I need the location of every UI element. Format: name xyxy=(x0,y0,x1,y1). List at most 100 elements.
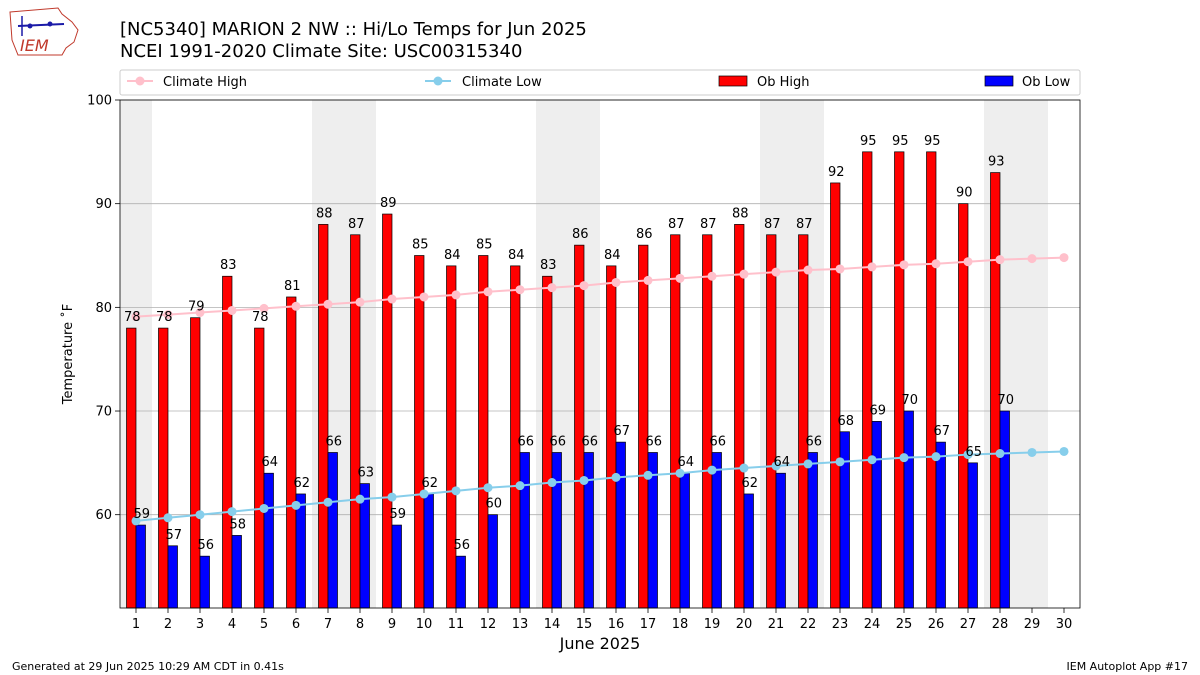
climate-low-point xyxy=(611,472,621,482)
ob-low-label: 70 xyxy=(997,393,1014,408)
ob-low-label: 59 xyxy=(133,507,150,522)
ob-high-label: 78 xyxy=(252,310,269,325)
climate-low-point xyxy=(739,463,749,473)
climate-low-point xyxy=(227,507,237,517)
ob-low-bar xyxy=(295,493,306,609)
climate-high-point xyxy=(931,259,941,269)
ob-low-bar xyxy=(519,452,530,609)
x-tick-label: 1 xyxy=(132,617,140,632)
ob-low-bar xyxy=(935,441,946,609)
ob-low-bar xyxy=(999,410,1010,609)
climate-low-point xyxy=(963,450,973,460)
climate-low-point xyxy=(803,459,813,469)
ob-low-bar xyxy=(551,452,562,609)
plot-frame xyxy=(119,99,1081,609)
x-tick-label: 20 xyxy=(736,617,753,632)
ob-high-bar xyxy=(478,255,489,609)
ob-high-bar xyxy=(574,244,585,609)
climate-low-point xyxy=(483,483,493,493)
climate-high-point xyxy=(387,294,397,304)
x-tick-label: 9 xyxy=(388,617,396,632)
climate-low-point xyxy=(643,470,653,480)
ob-low-bar xyxy=(583,452,594,609)
ob-low-bar xyxy=(455,555,466,609)
ob-low-label: 68 xyxy=(837,414,854,429)
legend: Climate High Climate Low Ob High Ob Low xyxy=(119,69,1081,96)
climate-high-point xyxy=(867,262,877,272)
ob-low-bar xyxy=(679,472,690,609)
plot-area: 6070809010078597857795683587864816288668… xyxy=(87,94,1081,632)
ob-high-label: 84 xyxy=(604,248,621,263)
x-tick-label: 22 xyxy=(800,617,817,632)
legend-label-ob-high: Ob High xyxy=(757,75,810,90)
ob-low-bar xyxy=(615,441,626,609)
legend-label-ob-low: Ob Low xyxy=(1022,75,1071,90)
y-tick-label: 100 xyxy=(87,94,112,109)
footer-app: IEM Autoplot App #17 xyxy=(1067,660,1189,673)
climate-high-point xyxy=(515,285,525,295)
x-tick-label: 21 xyxy=(768,617,785,632)
ob-high-bar xyxy=(990,172,1001,609)
ob-high-label: 84 xyxy=(444,248,461,263)
ob-low-label: 66 xyxy=(517,434,534,449)
climate-high-point xyxy=(611,277,621,287)
x-tick-label: 17 xyxy=(640,617,657,632)
x-tick-label: 5 xyxy=(260,617,268,632)
x-tick-label: 30 xyxy=(1056,617,1073,632)
logo-text: IEM xyxy=(20,36,49,55)
ob-high-label: 90 xyxy=(956,186,973,201)
climate-low-point xyxy=(291,500,301,510)
ob-high-label: 84 xyxy=(508,248,525,263)
climate-low-point xyxy=(131,516,141,526)
climate-low-point xyxy=(1027,447,1037,457)
climate-low-point xyxy=(451,486,461,496)
ob-high-bar xyxy=(446,265,457,609)
ob-low-bar xyxy=(903,410,914,609)
climate-high-point xyxy=(803,265,813,275)
footer-generated: Generated at 29 Jun 2025 10:29 AM CDT in… xyxy=(12,660,284,673)
climate-high-point xyxy=(579,281,589,291)
climate-high-point xyxy=(291,301,301,311)
climate-high-point xyxy=(483,287,493,297)
ob-low-bar xyxy=(391,524,402,609)
climate-high-point xyxy=(771,267,781,277)
ob-high-label: 89 xyxy=(380,196,397,211)
x-tick-label: 13 xyxy=(512,617,529,632)
x-tick-label: 26 xyxy=(928,617,945,632)
ob-low-label: 66 xyxy=(549,434,566,449)
ob-high-label: 86 xyxy=(572,227,589,242)
climate-low-point xyxy=(419,489,429,499)
x-tick-label: 10 xyxy=(416,617,433,632)
ob-high-label: 78 xyxy=(124,310,141,325)
climate-low-point xyxy=(899,453,909,463)
ob-low-label: 58 xyxy=(229,517,246,532)
ob-low-bar xyxy=(967,462,978,609)
ob-high-label: 87 xyxy=(700,217,717,232)
ob-low-label: 64 xyxy=(261,455,278,470)
climate-high-point xyxy=(259,303,269,313)
x-tick-label: 15 xyxy=(576,617,593,632)
x-tick-label: 6 xyxy=(292,617,300,632)
ob-low-bar xyxy=(711,452,722,609)
legend-label-climate-low: Climate Low xyxy=(462,75,542,90)
climate-high-point xyxy=(995,255,1005,265)
y-tick-label: 70 xyxy=(95,405,112,420)
ob-high-label: 81 xyxy=(284,279,301,294)
climate-low-point xyxy=(1059,446,1069,456)
legend-item-ob-low: Ob Low xyxy=(984,75,1071,90)
climate-low-point xyxy=(707,465,717,475)
ob-high-bar xyxy=(638,244,649,609)
climate-high-point xyxy=(835,264,845,274)
ob-low-label: 56 xyxy=(197,538,214,553)
ob-low-bar xyxy=(199,555,210,609)
legend-item-ob-high: Ob High xyxy=(718,75,810,90)
climate-high-point xyxy=(131,312,141,322)
ob-high-bar xyxy=(670,234,681,609)
ob-low-bar xyxy=(263,472,274,609)
climate-high-point xyxy=(163,310,173,320)
ob-low-label: 59 xyxy=(389,507,406,522)
ob-low-bar xyxy=(167,545,178,609)
climate-low-point xyxy=(387,492,397,502)
ob-low-bar xyxy=(135,524,146,609)
ob-high-bar xyxy=(798,234,809,609)
